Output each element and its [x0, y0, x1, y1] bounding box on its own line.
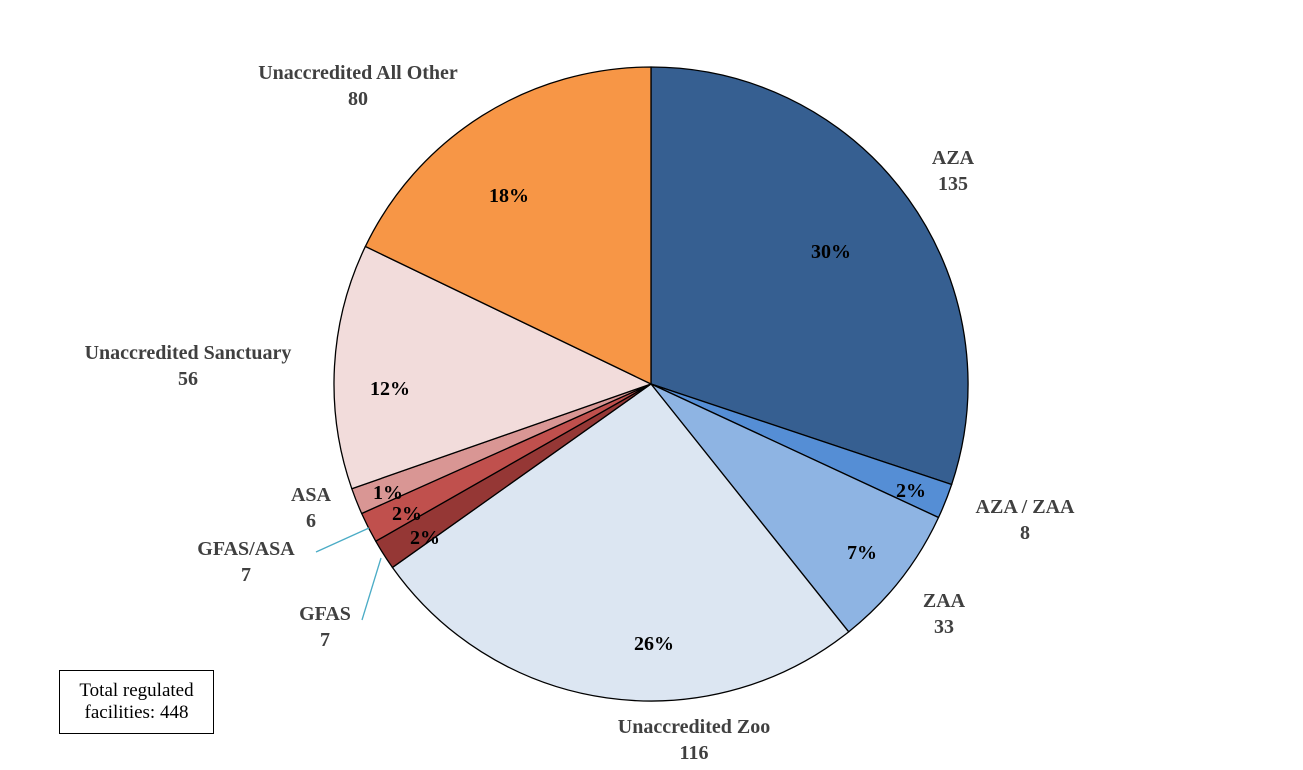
pct-label-gfas: 2% [410, 527, 440, 549]
leader-line-gfas-asa [315, 527, 370, 553]
leader-lines [315, 527, 382, 621]
category-label-aza: AZA 135 [932, 147, 975, 195]
pct-label-asa: 1% [373, 482, 403, 504]
category-value: 8 [1020, 522, 1030, 544]
category-name: GFAS/ASA [197, 538, 295, 560]
pct-label-gfas-asa: 2% [392, 503, 422, 525]
slice-zaa [650, 383, 940, 633]
category-value: 135 [938, 173, 968, 195]
slice-unaccredited-sanctuary [333, 245, 652, 490]
category-name: ASA [291, 484, 332, 506]
category-name: GFAS [299, 603, 351, 625]
category-value: 7 [241, 564, 251, 586]
category-label-unaccredited-all-other: Unaccredited All Other 80 [258, 62, 458, 110]
category-label-gfas-asa: GFAS/ASA 7 [197, 538, 295, 586]
pct-label-aza: 30% [811, 241, 851, 263]
pct-label-unaccredited-all-other: 18% [489, 185, 529, 207]
total-facilities-box: Total regulated facilities: 448 [59, 670, 214, 734]
category-value: 116 [680, 742, 709, 764]
category-label-zaa: ZAA 33 [923, 590, 966, 638]
percent-labels: 30%2%7%26%2%2%1%12%18% [370, 185, 926, 655]
slice-unaccredited-zoo [391, 383, 850, 702]
category-value: 80 [348, 88, 368, 110]
total-line-1: Total regulated [79, 680, 194, 701]
total-line-2: facilities: 448 [84, 702, 189, 723]
category-label-gfas: GFAS 7 [299, 603, 351, 651]
category-value: 56 [178, 368, 198, 390]
pie-slices [333, 66, 969, 702]
category-value: 33 [934, 616, 954, 638]
pct-label-zaa: 7% [847, 542, 877, 564]
category-name: AZA [932, 147, 975, 169]
category-label-asa: ASA 6 [291, 484, 332, 532]
category-value: 6 [306, 510, 316, 532]
pct-label-unaccredited-zoo: 26% [634, 633, 674, 655]
slice-unaccredited-all-other [364, 66, 652, 385]
pct-label-aza-zaa: 2% [896, 480, 926, 502]
category-name: Unaccredited Zoo [618, 716, 770, 738]
category-name: AZA / ZAA [976, 496, 1075, 518]
pct-label-unaccredited-sanctuary: 12% [370, 378, 410, 400]
category-name: Unaccredited Sanctuary [85, 342, 292, 364]
category-label-unaccredited-sanctuary: Unaccredited Sanctuary 56 [85, 342, 292, 390]
leader-line-gfas [361, 557, 382, 621]
category-value: 7 [320, 629, 330, 651]
category-label-aza-zaa: AZA / ZAA 8 [976, 496, 1075, 544]
category-labels: AZA 135 AZA / ZAA 8 ZAA 33 Unaccredited Zoo 116… [85, 62, 1075, 764]
category-label-unaccredited-zoo: Unaccredited Zoo 116 [618, 716, 770, 764]
category-name: ZAA [923, 590, 966, 612]
category-name: Unaccredited All Other [258, 62, 458, 84]
slice-aza [650, 66, 969, 486]
